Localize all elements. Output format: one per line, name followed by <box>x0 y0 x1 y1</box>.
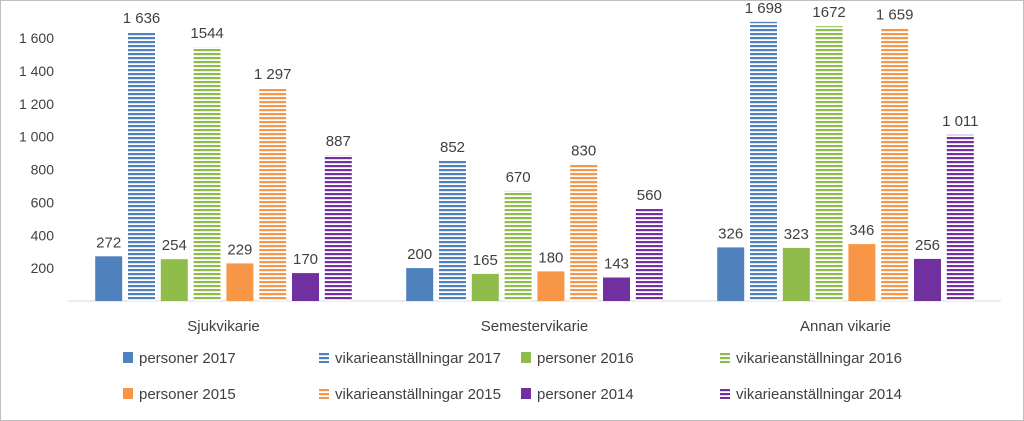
data-label: 326 <box>718 225 743 242</box>
y-tick-label: 400 <box>31 227 55 243</box>
data-label: 1544 <box>190 25 223 42</box>
bar <box>815 26 843 301</box>
legend-swatch <box>123 388 133 399</box>
bar <box>292 273 319 301</box>
data-label: 143 <box>604 256 629 273</box>
legend-swatch <box>319 352 329 363</box>
x-tick-label: Annan vikarie <box>800 318 891 335</box>
bar <box>782 247 810 301</box>
data-label: 256 <box>915 237 940 254</box>
data-label: 254 <box>162 237 187 254</box>
bar <box>160 259 188 301</box>
data-label: 165 <box>473 252 498 269</box>
legend-label: vikarieanställningar 2015 <box>335 386 501 403</box>
data-label: 180 <box>538 249 563 266</box>
legend-swatch <box>319 388 329 399</box>
legend-swatch <box>521 388 531 399</box>
bar <box>406 268 434 301</box>
bar <box>439 161 466 301</box>
data-label: 1 636 <box>123 10 161 27</box>
axis-layer: 200 400 600 800 1 000 1 200 1 400 1 600 Sjukvika… <box>19 30 1001 335</box>
legend-label: personer 2015 <box>139 386 236 403</box>
bar <box>193 47 221 302</box>
data-label: 560 <box>637 187 662 204</box>
bar-layer <box>95 21 974 302</box>
y-tick-label: 1 000 <box>19 129 54 145</box>
bar <box>471 273 499 301</box>
x-tick-label: Semestervikarie <box>481 318 589 335</box>
data-label: 1672 <box>812 4 845 21</box>
bar <box>848 244 876 301</box>
y-tick-label: 1 400 <box>19 63 54 79</box>
legend-label: personer 2017 <box>139 350 236 367</box>
bar <box>603 277 630 301</box>
bar <box>946 134 974 301</box>
legend-label: personer 2014 <box>537 386 634 403</box>
y-tick-label: 200 <box>31 260 55 276</box>
data-label: 272 <box>96 234 121 251</box>
data-label: 229 <box>227 241 252 258</box>
data-label: 887 <box>326 133 351 150</box>
y-tick-label: 800 <box>31 162 55 178</box>
bar <box>570 164 598 301</box>
data-label: 170 <box>293 251 318 268</box>
bar <box>537 271 565 301</box>
bar <box>324 155 352 301</box>
legend-swatch <box>123 352 133 363</box>
data-label: 1 297 <box>254 66 292 83</box>
bar <box>504 190 532 301</box>
data-label: 1 698 <box>745 1 783 17</box>
bar <box>635 208 663 301</box>
data-label: 670 <box>506 169 531 186</box>
bar <box>881 28 909 302</box>
bar <box>226 263 254 301</box>
data-label: 1 011 <box>942 113 978 130</box>
bar <box>128 32 155 301</box>
legend: personer 2017 vikarieanställningar 2017 pe… <box>123 350 902 403</box>
bar <box>717 247 745 301</box>
legend-label: vikarieanställningar 2014 <box>736 386 902 403</box>
bar <box>914 258 941 301</box>
data-label: 1 659 <box>876 6 914 23</box>
legend-label: vikarieanställningar 2017 <box>335 350 501 367</box>
y-tick-label: 1 200 <box>19 96 54 112</box>
bar <box>95 256 123 301</box>
x-tick-label: Sjukvikarie <box>187 318 260 335</box>
data-label: 200 <box>407 246 432 263</box>
data-label: 830 <box>571 143 596 160</box>
legend-swatch <box>720 352 730 363</box>
data-label: 346 <box>849 222 874 239</box>
y-tick-label: 1 600 <box>19 30 54 46</box>
data-label: 852 <box>440 139 465 156</box>
bar <box>750 21 777 302</box>
legend-label: personer 2016 <box>537 350 634 367</box>
data-label: 323 <box>784 226 809 243</box>
legend-label: vikarieanställningar 2016 <box>736 350 902 367</box>
y-tick-label: 600 <box>31 194 55 210</box>
legend-swatch <box>720 388 730 399</box>
label-layer: 272 1 636 254 1544 229 1 297 170 887 200 852 165 67… <box>96 1 978 273</box>
bar <box>259 87 287 301</box>
legend-swatch <box>521 352 531 363</box>
